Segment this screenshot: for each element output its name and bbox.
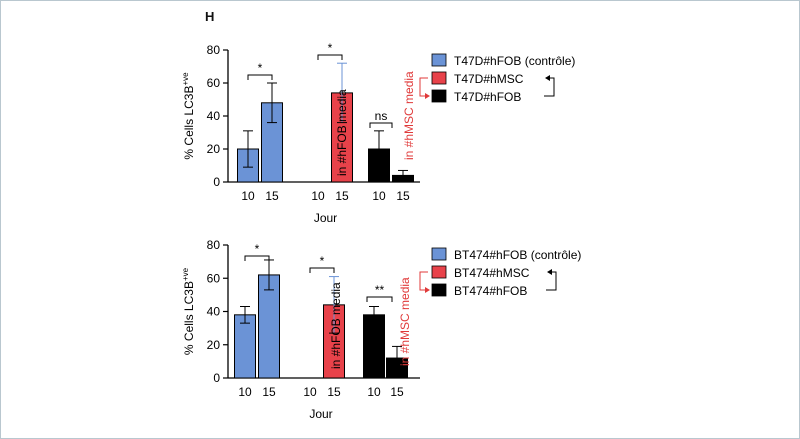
legend-swatch bbox=[431, 247, 447, 261]
legend-swatch bbox=[431, 53, 447, 67]
x-tick-label: 10 bbox=[241, 189, 255, 203]
significance-bracket bbox=[309, 267, 335, 273]
x-tick-label: 15 bbox=[265, 189, 279, 203]
bar-annotation: in #hMSC media bbox=[402, 71, 416, 160]
legend-black-arrowhead bbox=[545, 75, 550, 81]
legend-swatch bbox=[431, 265, 447, 279]
bar bbox=[234, 314, 256, 379]
y-tick-label: 40 bbox=[207, 305, 221, 319]
chart-panel-2: 0 20 40 60 80 % Cells LC3B+ve 10 15 10 15 10 15 Jour… bbox=[181, 238, 581, 421]
legend-label: T47D#hMSC bbox=[454, 72, 524, 86]
significance-bracket bbox=[369, 122, 393, 128]
legend-red-arrowhead bbox=[425, 93, 430, 99]
y-tick-label: 20 bbox=[207, 142, 221, 156]
legend-black-arrow bbox=[544, 77, 555, 97]
y-tick-label: 20 bbox=[207, 338, 221, 352]
significance-label: * bbox=[328, 41, 333, 55]
panel-label: H bbox=[205, 9, 215, 24]
significance-label: ns bbox=[375, 109, 388, 123]
y-tick-label: 0 bbox=[213, 371, 220, 385]
legend-red-arrow bbox=[419, 271, 428, 291]
x-tick-label: 15 bbox=[327, 385, 341, 399]
y-tick-label: 40 bbox=[207, 109, 221, 123]
x-tick-label: 15 bbox=[396, 189, 410, 203]
significance-label: * bbox=[255, 242, 260, 256]
y-axis-label: % Cells LC3B+ve bbox=[181, 267, 196, 355]
legend-black-arrow bbox=[546, 271, 557, 291]
y-tick-label: 80 bbox=[207, 43, 221, 57]
legend-swatch bbox=[431, 283, 447, 297]
legend-label: BT474#hMSC bbox=[454, 266, 530, 280]
legend: T47D#hFOB (contrôle) T47D#hMSC T47D#hFOB bbox=[419, 53, 575, 104]
x-tick-label: 10 bbox=[303, 385, 317, 399]
significance-bracket bbox=[247, 74, 273, 80]
significance-bracket bbox=[366, 296, 393, 302]
y-tick-label: 0 bbox=[213, 175, 220, 189]
x-tick-label: 10 bbox=[311, 189, 325, 203]
x-tick-label: 10 bbox=[238, 385, 252, 399]
legend-red-arrowhead bbox=[425, 287, 430, 293]
legend-label: T47D#hFOB (contrôle) bbox=[454, 54, 575, 68]
y-tick-label: 60 bbox=[207, 271, 221, 285]
legend-black-arrowhead bbox=[547, 269, 552, 275]
significance-bracket bbox=[244, 255, 270, 261]
x-tick-label: 15 bbox=[335, 189, 349, 203]
significance-label: * bbox=[320, 254, 325, 268]
x-tick-label: 10 bbox=[367, 385, 381, 399]
bar-annotation: in #hFOB media bbox=[329, 282, 343, 369]
y-tick-label: 60 bbox=[207, 76, 221, 90]
x-tick-label: 10 bbox=[372, 189, 386, 203]
legend-label: T47D#hFOB bbox=[454, 90, 521, 104]
legend-label: BT474#hFOB bbox=[454, 284, 527, 298]
legend-label: BT474#hFOB (contrôle) bbox=[454, 248, 581, 262]
legend-swatch bbox=[431, 89, 447, 103]
significance-label: * bbox=[258, 61, 263, 75]
y-axis-label: % Cells LC3B+ve bbox=[181, 72, 196, 160]
legend-swatch bbox=[431, 71, 447, 85]
legend: BT474#hFOB (contrôle) BT474#hMSC BT474#hFO… bbox=[419, 247, 581, 298]
legend-red-arrow bbox=[419, 77, 428, 97]
x-axis-label: Jour bbox=[309, 407, 332, 421]
y-tick-label: 80 bbox=[207, 238, 221, 252]
significance-label: ** bbox=[375, 283, 385, 297]
x-axis-label: Jour bbox=[314, 211, 337, 225]
bar-annotation: in #hFOB media bbox=[335, 89, 349, 176]
bar bbox=[363, 314, 385, 379]
x-tick-label: 15 bbox=[390, 385, 404, 399]
significance-bracket bbox=[317, 54, 343, 60]
chart-panel-1: 0 20 40 60 80 % Cells LC3B+ve 10 15 10 15 10 15 Jour… bbox=[181, 41, 575, 225]
x-tick-label: 15 bbox=[262, 385, 276, 399]
bar-annotation: in #hMSC media bbox=[398, 277, 412, 366]
